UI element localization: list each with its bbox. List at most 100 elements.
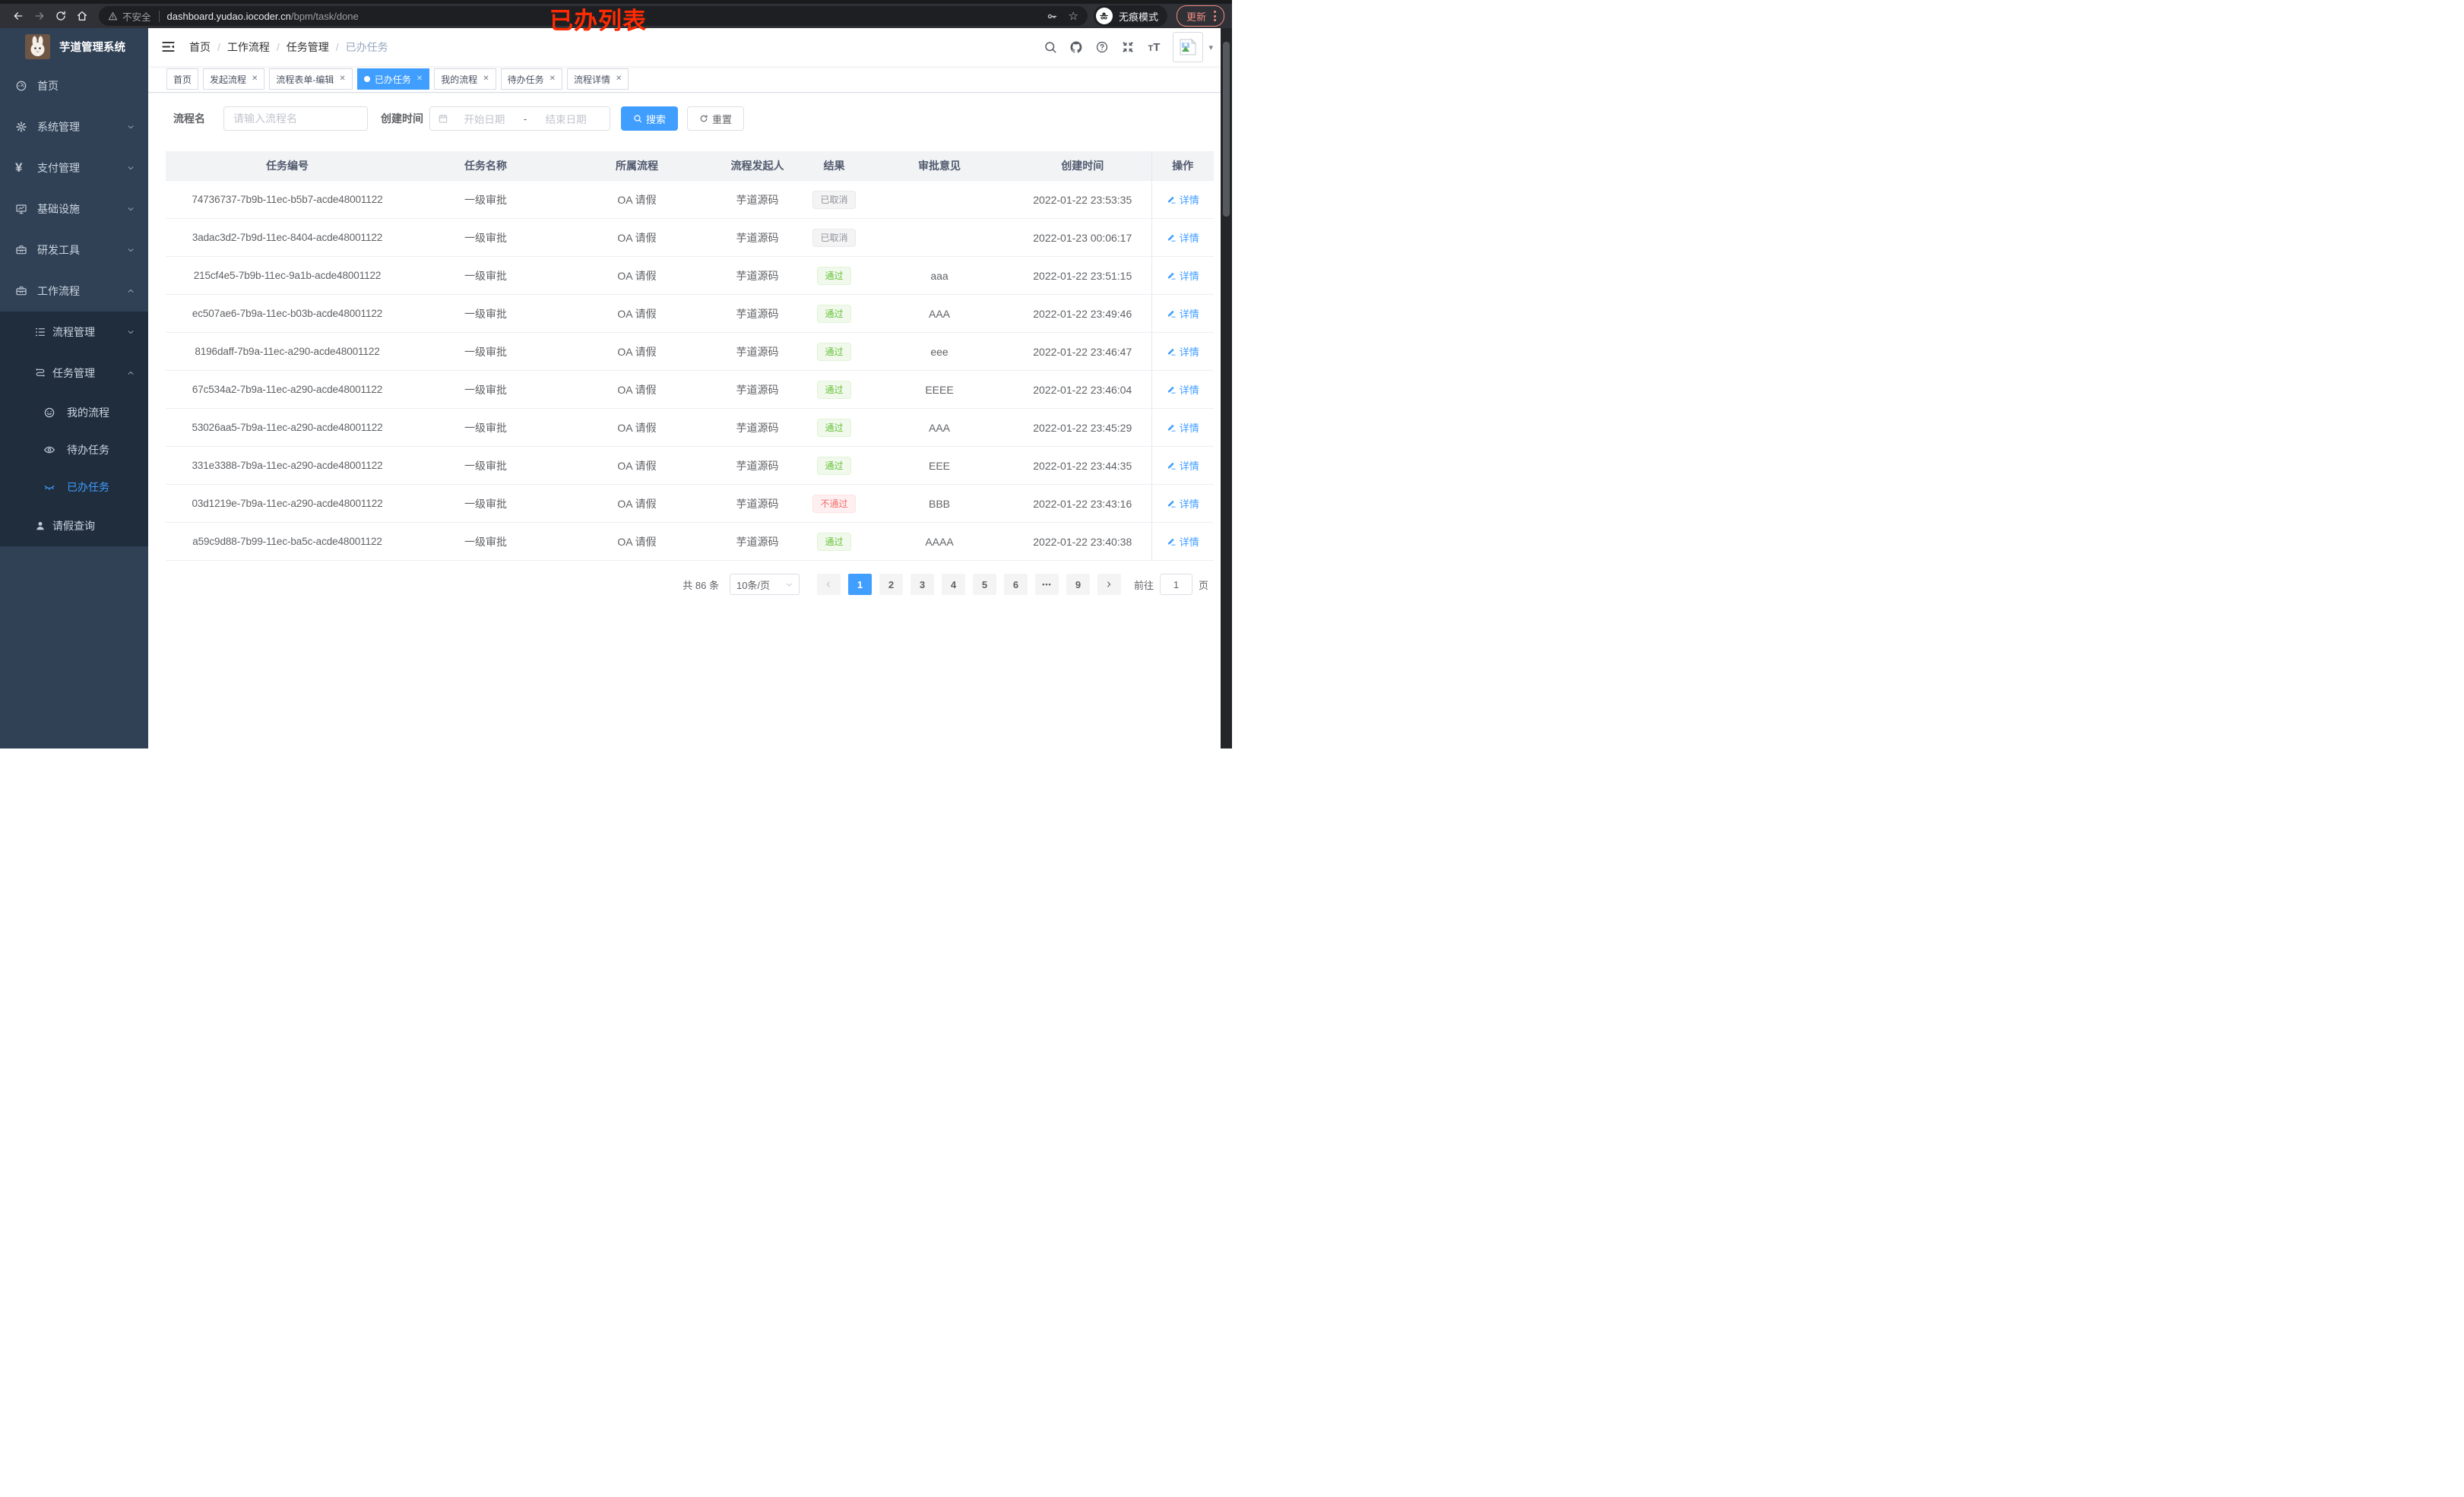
sidebar-item-my-process[interactable]: 我的流程 [0,394,148,431]
process-name-input[interactable] [223,106,368,131]
page-3[interactable]: 3 [910,574,934,595]
reset-button[interactable]: 重置 [687,106,745,131]
next-page-button[interactable] [1097,574,1121,595]
table-row: 67c534a2-7b9a-11ec-a290-acde48001122 一级审… [166,370,1214,409]
font-size-icon[interactable]: TT [1148,40,1161,54]
url-bar[interactable]: 不安全 dashboard.yudao.iocoder.cn/bpm/task/… [99,6,1088,26]
sidebar-item-devtools[interactable]: 研发工具 [0,229,148,271]
detail-link-label: 详情 [1179,233,1199,244]
tab-form-edit[interactable]: 流程表单-编辑 ✕ [269,68,353,90]
page-2[interactable]: 2 [879,574,903,595]
detail-link[interactable]: 详情 [1167,230,1199,245]
breadcrumb-home[interactable]: 首页 [189,41,211,53]
reload-icon[interactable] [50,6,71,26]
page-6[interactable]: 6 [1003,574,1028,595]
prev-page-button[interactable] [816,574,841,595]
close-icon[interactable]: ✕ [616,74,622,83]
created-time-cell: 2022-01-23 00:06:17 [1014,218,1151,257]
tab-process-detail[interactable]: 流程详情 ✕ [567,68,629,90]
breadcrumb-task-mgmt[interactable]: 任务管理 [286,41,329,53]
detail-link[interactable]: 详情 [1167,306,1199,321]
browser-toolbar: 不安全 dashboard.yudao.iocoder.cn/bpm/task/… [0,4,1232,28]
app-logo[interactable]: 芋道管理系统 [0,28,148,65]
browser-menu-icon[interactable] [1212,9,1218,23]
browser-tab-strip [0,0,1232,4]
security-label[interactable]: 不安全 [122,11,151,23]
incognito-badge: 无痕模式 [1093,5,1167,27]
column-header-8: 操作 [1151,151,1214,181]
page-scrollbar[interactable] [1221,28,1232,748]
close-icon[interactable]: ✕ [339,74,346,83]
date-range-picker[interactable]: 开始日期 - 结束日期 [429,106,610,131]
page-more[interactable]: ••• [1034,574,1059,595]
tab-todo-tasks[interactable]: 待办任务 ✕ [500,68,563,90]
close-icon[interactable]: ✕ [549,74,556,83]
home-icon[interactable] [71,6,93,26]
sidebar-item-leave-query[interactable]: 请假查询 [0,505,148,546]
avatar[interactable] [1173,32,1204,62]
goto-page-input[interactable] [1159,574,1192,595]
sidebar-item-workflow[interactable]: 工作流程 [0,271,148,312]
action-cell: 详情 [1151,180,1214,219]
search-icon[interactable] [1037,30,1063,65]
sidebar-item-todo-tasks[interactable]: 待办任务 [0,431,148,468]
github-icon[interactable] [1063,30,1089,65]
tab-home[interactable]: 首页 [166,68,199,90]
tab-start-process[interactable]: 发起流程 ✕ [203,68,265,90]
page-4[interactable]: 4 [941,574,965,595]
avatar-caret-icon[interactable]: ▾ [1208,43,1213,52]
page-size-select[interactable]: 10条/页 [729,574,800,595]
bookmark-star-icon[interactable]: ☆ [1068,9,1078,23]
page-5[interactable]: 5 [972,574,996,595]
tab-done-tasks[interactable]: 已办任务 ✕ [356,68,430,90]
detail-link[interactable]: 详情 [1167,382,1199,397]
scrollbar-thumb[interactable] [1223,42,1230,217]
detail-link[interactable]: 详情 [1167,496,1199,511]
chevron-down-icon [126,204,135,214]
back-icon[interactable] [8,6,29,26]
process-cell: OA 请假 [562,522,711,561]
face-icon [43,407,55,419]
update-button[interactable]: 更新 [1176,5,1224,27]
detail-link[interactable]: 详情 [1167,344,1199,359]
forward-icon[interactable] [29,6,50,26]
detail-link[interactable]: 详情 [1167,192,1199,207]
key-icon[interactable] [1047,11,1058,22]
help-icon[interactable] [1089,30,1115,65]
sidebar-item-label: 我的流程 [67,406,109,419]
end-date-placeholder[interactable]: 结束日期 [545,114,587,125]
breadcrumb-workflow[interactable]: 工作流程 [226,41,270,53]
sidebar-item-task-mgmt[interactable]: 任务管理 [0,353,148,394]
sidebar-item-label: 支付管理 [37,162,80,174]
sidebar-item-process-mgmt[interactable]: 流程管理 [0,312,148,353]
sidebar-item-system[interactable]: 系统管理 [0,106,148,147]
sidebar-item-infra[interactable]: 基础设施 [0,188,148,229]
sidebar-item-payment[interactable]: ¥ 支付管理 [0,147,148,188]
close-icon[interactable]: ✕ [252,74,258,83]
detail-link-label: 详情 [1179,271,1199,282]
search-button[interactable]: 搜索 [621,106,679,131]
total-count: 共 86 条 [683,579,719,591]
detail-link[interactable]: 详情 [1167,268,1199,283]
tab-label: 发起流程 [210,74,247,85]
detail-link-label: 详情 [1179,385,1199,396]
start-date-placeholder[interactable]: 开始日期 [464,114,505,125]
page-1[interactable]: 1 [847,574,872,595]
url-text[interactable]: dashboard.yudao.iocoder.cn/bpm/task/done [166,10,359,22]
browser-chrome: 不安全 dashboard.yudao.iocoder.cn/bpm/task/… [0,0,1232,28]
task-name-cell: 一级审批 [409,522,562,561]
close-icon[interactable]: ✕ [416,74,423,83]
tab-my-process[interactable]: 我的流程 ✕ [434,68,496,90]
fullscreen-icon[interactable] [1115,30,1141,65]
detail-link[interactable]: 详情 [1167,420,1199,435]
starter-cell: 芋道源码 [711,332,803,371]
page-9[interactable]: 9 [1066,574,1090,595]
sidebar-collapse-icon[interactable] [161,40,176,55]
close-icon[interactable]: ✕ [483,74,489,83]
sidebar-item-done-tasks[interactable]: 已办任务 [0,468,148,505]
sidebar-item-home[interactable]: 首页 [0,65,148,106]
detail-link[interactable]: 详情 [1167,458,1199,473]
result-cell: 已取消 [803,218,865,257]
chevron-up-icon [126,369,135,378]
detail-link[interactable]: 详情 [1167,534,1199,549]
